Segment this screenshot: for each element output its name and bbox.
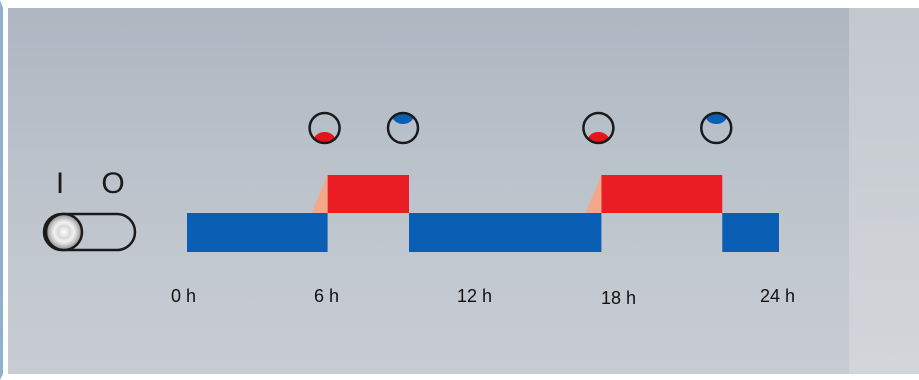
background-right-band (849, 8, 919, 374)
mode-icon-ring (386, 111, 420, 145)
time-tick-label: 24 h (760, 286, 796, 306)
switch-track (42, 212, 137, 252)
heating-mode-icon (308, 111, 341, 145)
cool-indicator-dot (705, 113, 728, 124)
cool-indicator-dot (392, 113, 414, 124)
time-tick-label: 0 h (171, 286, 197, 306)
heating-period-bar (327, 175, 409, 213)
heat-indicator-dot (587, 132, 610, 143)
background-panel (8, 8, 919, 374)
on-off-switch: I O (42, 167, 137, 252)
time-tick-label: 18 h (601, 288, 637, 308)
mode-markers (308, 111, 733, 145)
warmup-ramp (585, 175, 602, 213)
time-tick-label: 12 h (457, 286, 493, 306)
heating-mode-icon (582, 111, 615, 145)
setback-period-bar (722, 213, 779, 252)
switch-knob (44, 212, 84, 252)
time-tick-label: 6 h (314, 286, 340, 306)
schedule-bars (187, 175, 779, 252)
setback-period-bar (409, 213, 602, 252)
heating-period-bar (601, 175, 723, 213)
warmup-ramp (311, 175, 328, 213)
setback-mode-icon (386, 111, 420, 145)
mode-icon-ring (700, 111, 733, 145)
mode-icon-ring (582, 111, 615, 145)
setback-period-bar (187, 213, 328, 252)
mode-icon-ring (308, 111, 341, 145)
left-rule (5, 8, 7, 374)
switch-off-symbol: O (101, 167, 124, 200)
switch-on-symbol: I (56, 167, 64, 200)
setback-mode-icon (700, 111, 733, 145)
heat-indicator-dot (313, 132, 336, 143)
